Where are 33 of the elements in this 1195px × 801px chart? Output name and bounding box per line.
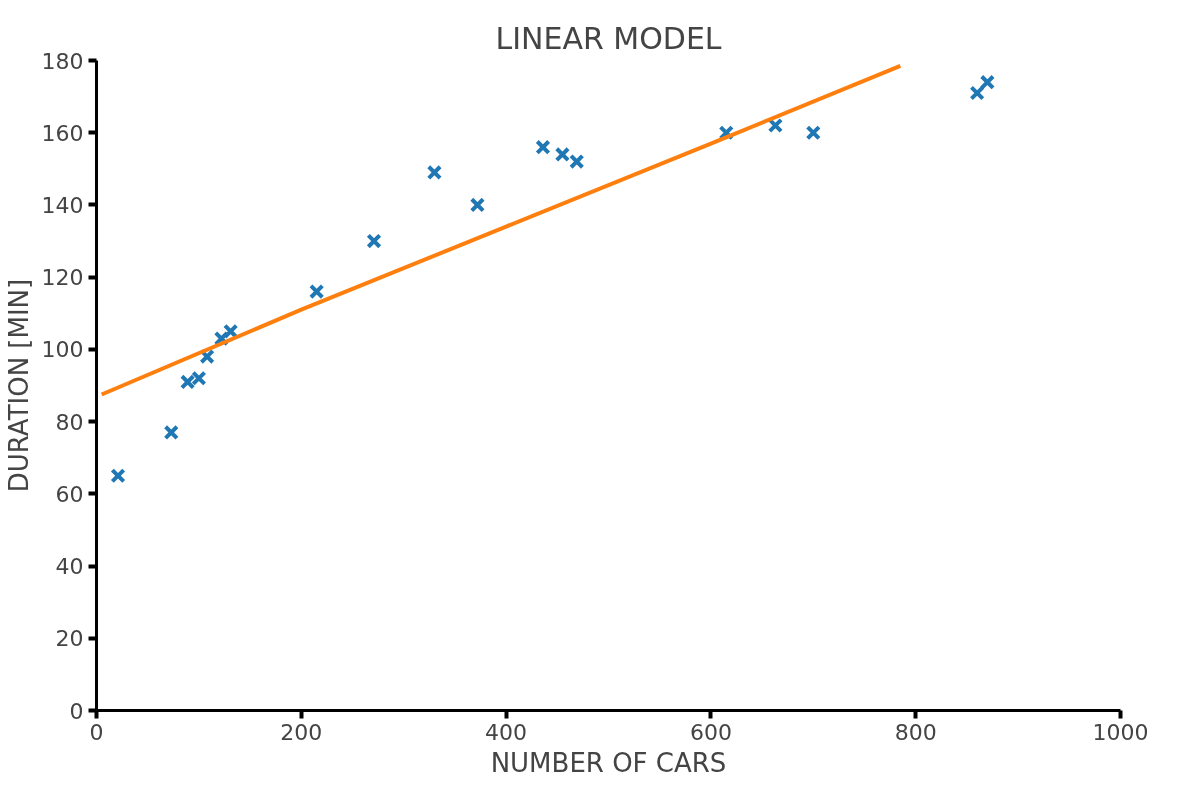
point <box>426 164 443 181</box>
x-tick-label: 1000 <box>1092 719 1149 745</box>
x-tick-label: 400 <box>485 719 528 745</box>
y-tick-label: 160 <box>41 120 84 146</box>
y-tick-label: 180 <box>41 48 84 74</box>
x-axis-title: NUMBER OF CARS <box>490 747 727 778</box>
point <box>969 85 985 101</box>
y-tick-label: 0 <box>69 698 84 724</box>
y-tick-label: 20 <box>55 626 84 652</box>
y-tick-label: 140 <box>41 192 84 218</box>
point <box>805 125 821 141</box>
point <box>222 323 239 339</box>
x-tick-label: 800 <box>894 719 937 745</box>
point <box>554 146 571 163</box>
y-tick-label: 100 <box>41 337 84 363</box>
chart-title: LINEAR MODEL <box>495 20 722 56</box>
point <box>569 153 585 170</box>
point <box>309 283 325 300</box>
y-axis-title: DURATION [MIN] <box>3 278 34 493</box>
x-tick-label: 600 <box>689 719 732 745</box>
point <box>366 233 382 249</box>
y-tick-label: 60 <box>55 481 84 507</box>
x-tick-label: 0 <box>89 719 104 745</box>
y-tick-label: 40 <box>55 554 84 580</box>
point <box>469 197 486 213</box>
point <box>535 139 551 155</box>
y-tick-label: 80 <box>55 409 84 435</box>
point <box>110 468 126 484</box>
x-tick-label: 200 <box>280 719 323 745</box>
point <box>979 74 996 90</box>
y-tick-label: 120 <box>41 265 84 291</box>
point <box>163 424 179 441</box>
line-series <box>99 63 903 397</box>
